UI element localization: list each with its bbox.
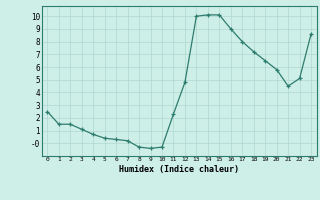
X-axis label: Humidex (Indice chaleur): Humidex (Indice chaleur): [119, 165, 239, 174]
